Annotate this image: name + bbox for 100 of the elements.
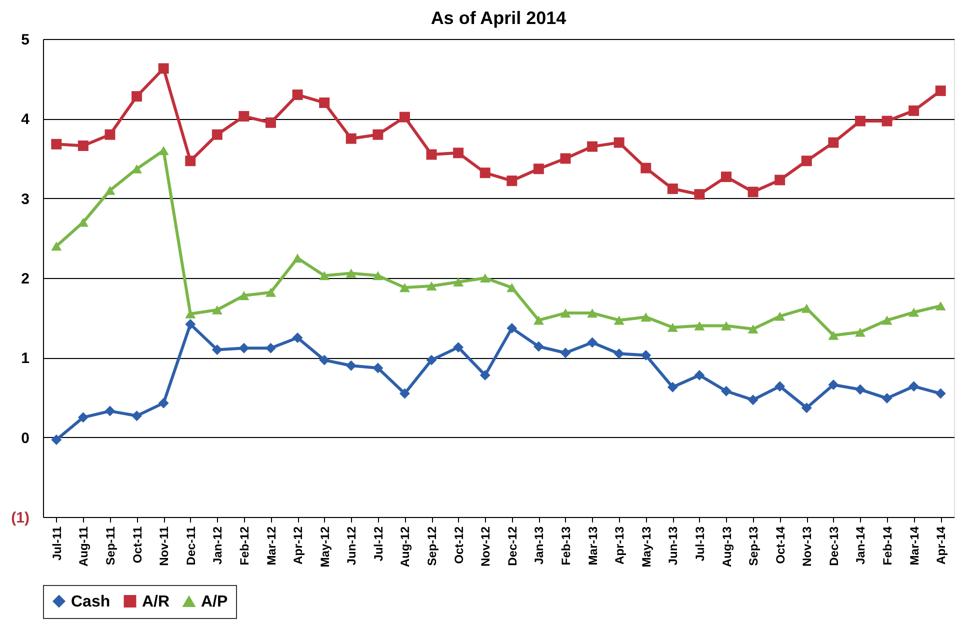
- legend-label: A/P: [201, 594, 228, 610]
- point: [854, 116, 866, 126]
- point: [453, 277, 464, 287]
- point: [480, 273, 490, 283]
- x-tick-label: Aug-11: [76, 526, 91, 567]
- y-tick-label: 1: [21, 350, 30, 368]
- x-tick-label: Aug-13: [720, 526, 734, 568]
- point: [533, 316, 544, 325]
- point: [882, 116, 892, 126]
- x-tick-label: May-12: [318, 526, 332, 568]
- point: [935, 301, 946, 310]
- x-tick-label: Jan-14: [854, 526, 868, 565]
- point: [908, 308, 920, 317]
- chart-title: As of April 2014: [430, 8, 566, 28]
- x-tick-label: Jul-13: [692, 526, 707, 562]
- x-tick-label: Mar-14: [907, 526, 922, 566]
- point: [667, 184, 678, 194]
- point: [506, 283, 518, 292]
- point: [667, 382, 678, 392]
- point: [212, 129, 222, 140]
- point: [560, 348, 571, 358]
- point: [185, 318, 196, 330]
- point: [774, 381, 786, 392]
- point: [453, 342, 464, 353]
- point: [908, 381, 920, 392]
- point: [587, 337, 598, 348]
- point: [453, 148, 464, 158]
- x-tick-label: Jun-12: [344, 526, 359, 566]
- point: [614, 137, 624, 148]
- point: [533, 341, 544, 352]
- point: [533, 164, 544, 174]
- point: [238, 111, 250, 122]
- y-tick-label: 3: [21, 190, 30, 208]
- point: [640, 350, 652, 361]
- point: [212, 344, 222, 355]
- y-tick-label: 4: [21, 111, 30, 128]
- x-tick-label: Oct-12: [452, 526, 466, 564]
- point: [560, 308, 571, 318]
- point: [882, 393, 892, 404]
- point: [104, 186, 116, 195]
- x-tick-label: Feb-12: [237, 526, 252, 566]
- point: [132, 91, 142, 102]
- point: [158, 398, 169, 408]
- point: [480, 168, 490, 178]
- x-tick-label: Sep-13: [746, 526, 761, 566]
- x-tick-label: Jul-12: [371, 526, 386, 562]
- point: [801, 402, 812, 414]
- y-tick-label: 0: [21, 430, 30, 447]
- point: [506, 322, 518, 334]
- point: [694, 370, 705, 380]
- x-tick-label: Aug-12: [398, 526, 412, 568]
- x-tick-label: Dec-13: [826, 526, 841, 566]
- point: [587, 308, 598, 318]
- x-tick-label: Oct-11: [130, 526, 144, 564]
- point: [560, 153, 571, 164]
- point: [694, 189, 705, 200]
- point: [104, 129, 116, 140]
- point: [185, 309, 196, 318]
- x-tick-label: Oct-14: [773, 526, 788, 564]
- point: [132, 410, 142, 422]
- point: [426, 354, 437, 366]
- point: [882, 316, 892, 325]
- point: [399, 388, 410, 399]
- point: [238, 290, 250, 300]
- x-tick-label: Apr-12: [291, 526, 306, 565]
- point: [319, 271, 330, 280]
- point: [774, 174, 786, 186]
- x-tick-label: Apr-13: [612, 526, 627, 565]
- point: [587, 141, 598, 152]
- x-tick-label: Jul-11: [50, 526, 64, 561]
- x-tick-label: Sep-12: [425, 526, 440, 566]
- point: [854, 384, 866, 395]
- point: [640, 312, 652, 322]
- point: [51, 242, 62, 251]
- point: [721, 172, 732, 182]
- point: [854, 328, 866, 337]
- point: [372, 129, 384, 140]
- point: [319, 97, 330, 108]
- point: [238, 342, 250, 354]
- point: [694, 321, 705, 330]
- point: [935, 388, 946, 399]
- x-tick-label: Dec-11: [184, 526, 198, 566]
- point: [908, 105, 920, 116]
- point: [614, 316, 624, 325]
- point: [185, 156, 196, 166]
- x-tick-label: Jan-13: [532, 526, 546, 565]
- point: [801, 156, 812, 166]
- point: [748, 324, 758, 334]
- point: [640, 162, 652, 174]
- x-tick-label: Jun-13: [666, 526, 680, 566]
- point: [51, 434, 62, 445]
- x-tick-label: Feb-14: [880, 526, 895, 566]
- point: [614, 348, 624, 359]
- point: [158, 63, 169, 74]
- x-tick-label: Dec-12: [505, 526, 520, 566]
- point: [266, 288, 276, 297]
- point: [372, 362, 384, 374]
- point: [158, 146, 169, 156]
- point: [266, 117, 276, 128]
- point: [78, 140, 88, 151]
